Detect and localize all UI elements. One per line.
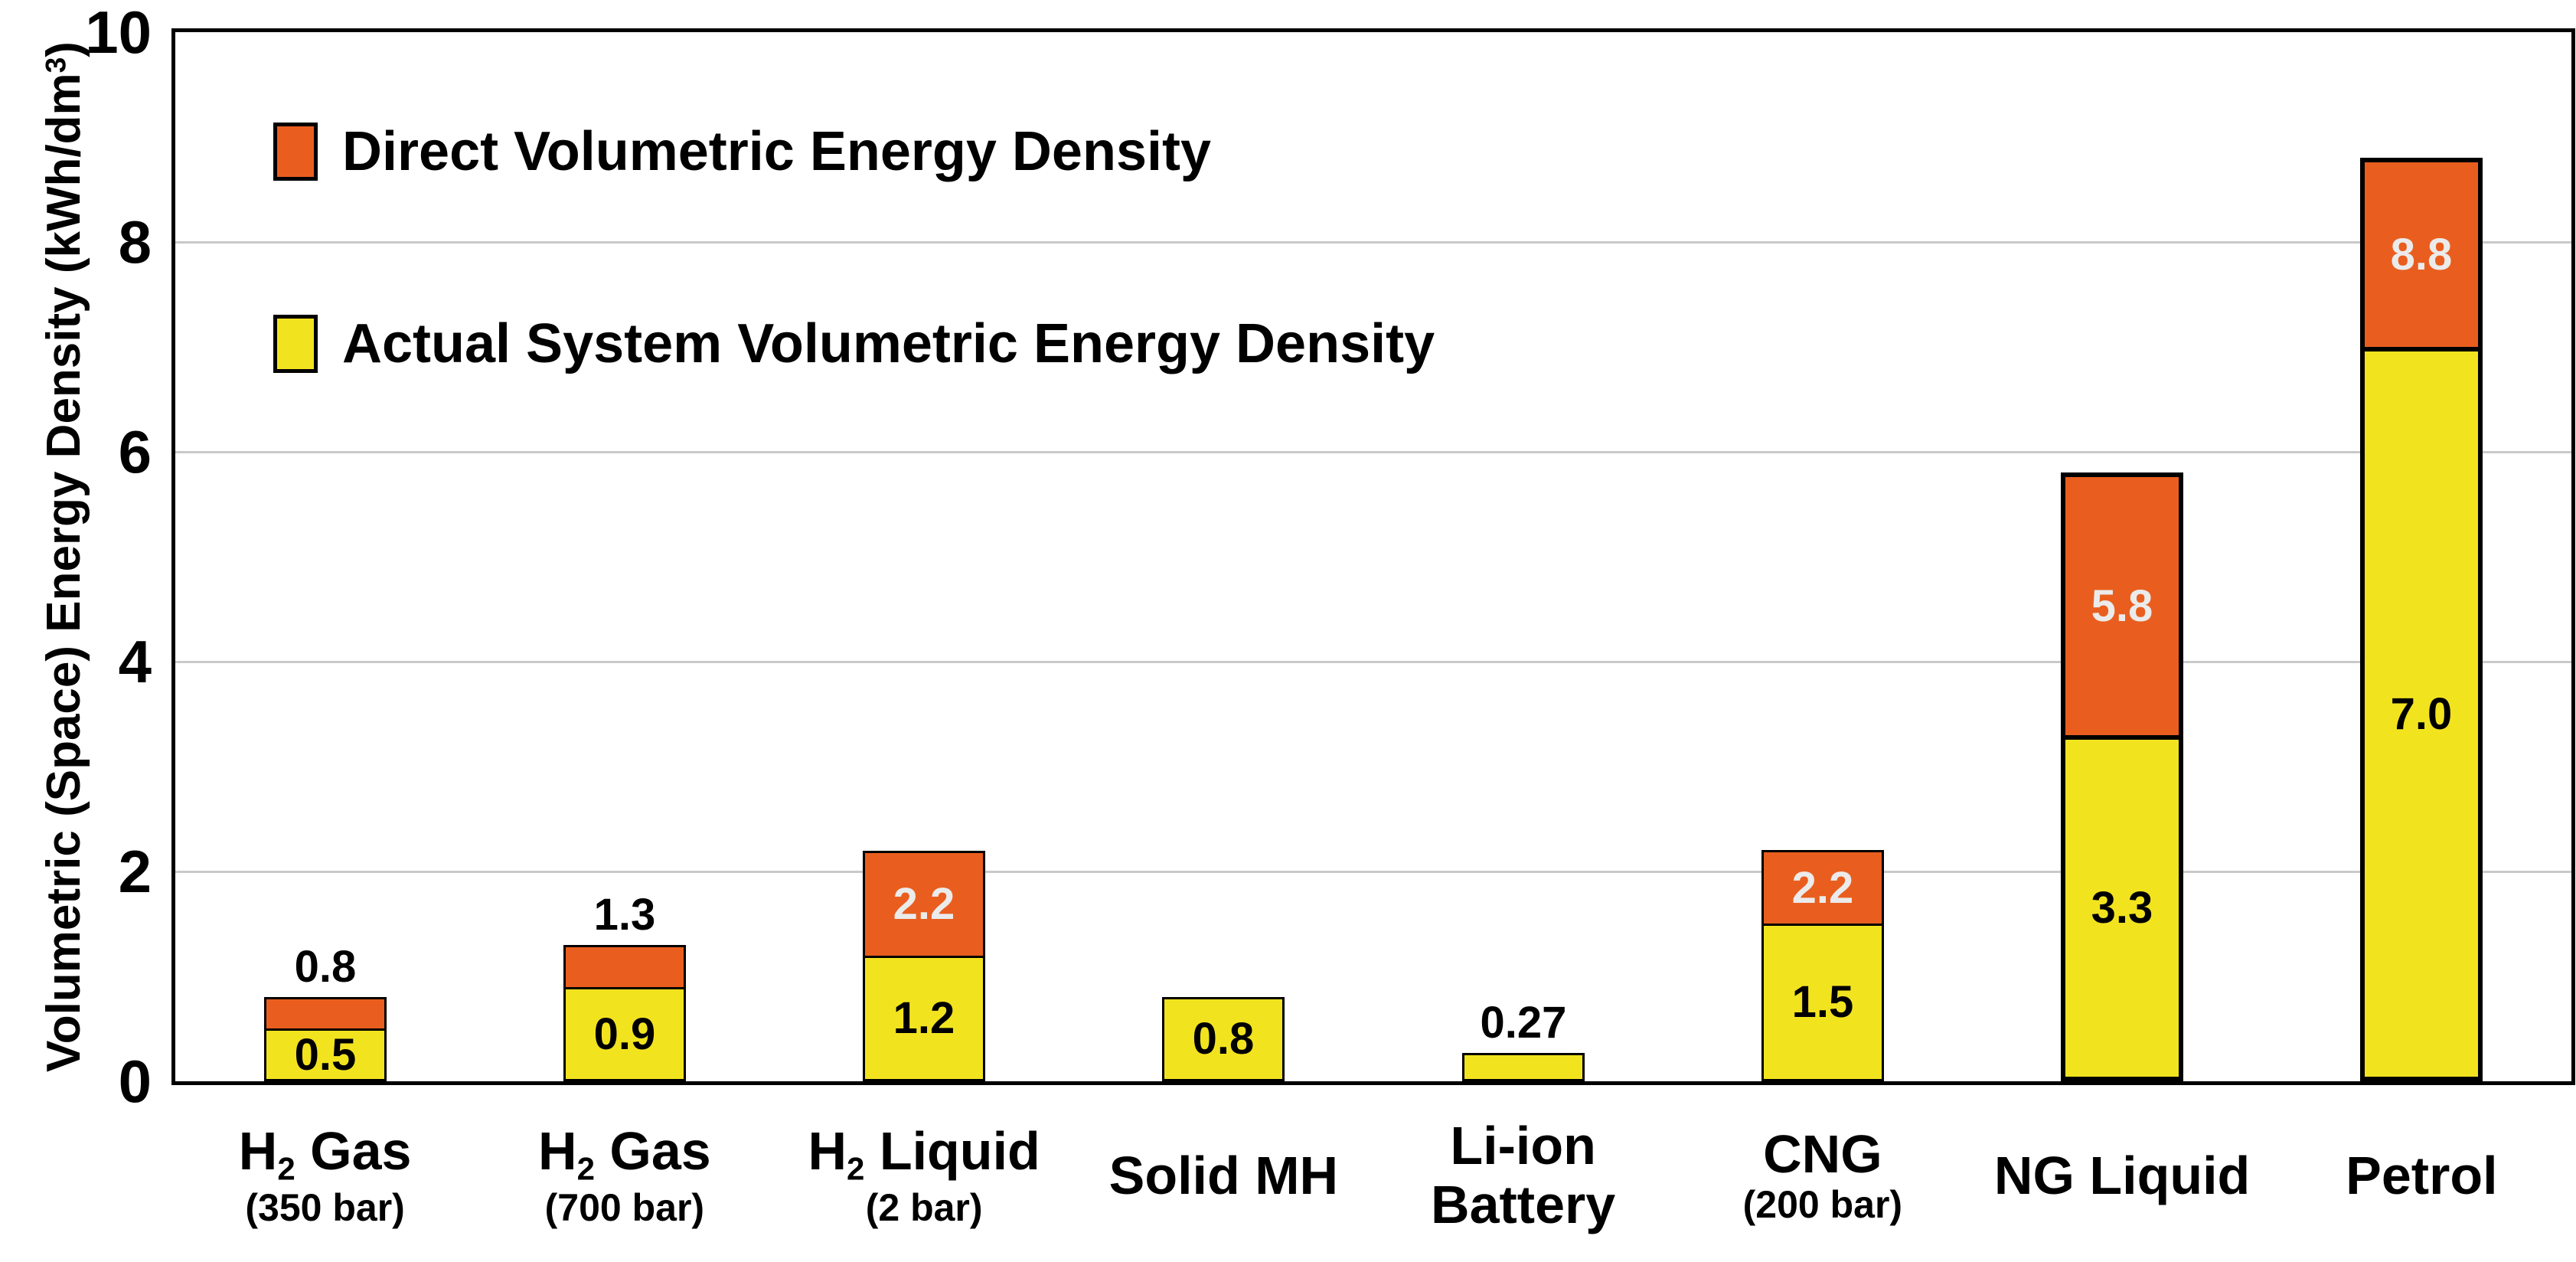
label-text: H: [238, 1121, 278, 1182]
bar-value-label-actual: 0.8: [1192, 1014, 1255, 1064]
label-text: Liquid: [864, 1121, 1040, 1182]
legend-item-direct: Direct Volumetric Energy Density: [273, 123, 1211, 181]
bar-value-label-actual: 0.27: [1480, 998, 1567, 1048]
x-category-line2: (2 bar): [865, 1185, 983, 1229]
x-category-label: H2 Liquid (2 bar): [744, 1095, 1104, 1256]
x-category-label: Petrol: [2241, 1095, 2576, 1256]
x-category-label: Solid MH: [1043, 1095, 1403, 1256]
bar-segment-direct: 8.8: [2360, 158, 2483, 351]
bar-segment-actual: 1.2: [863, 956, 985, 1081]
bar-group: 1.2 2.2: [863, 851, 985, 1081]
y-tick-label: 6: [118, 418, 152, 486]
bar-value-label-direct: 5.8: [2091, 580, 2153, 631]
bar-value-label-actual: 0.5: [294, 1029, 357, 1080]
x-category-line1: CNG: [1763, 1125, 1882, 1184]
bar-group: 0.8: [1162, 997, 1285, 1081]
legend-label-direct: Direct Volumetric Energy Density: [342, 121, 1212, 182]
x-category-line1: Solid MH: [1109, 1146, 1338, 1205]
bar-group: 0.27: [1462, 1001, 1585, 1081]
bar-group: 0.5 0.8: [264, 945, 387, 1081]
gridline: [175, 870, 2571, 873]
bar-segment-direct: [264, 997, 387, 1031]
y-tick-label: 8: [118, 208, 152, 276]
bar-value-label-direct: 0.8: [294, 942, 357, 992]
actual-series-color-swatch: [273, 315, 318, 373]
subscript-text: 2: [576, 1150, 595, 1187]
label-text: Gas: [594, 1121, 711, 1182]
bar-segment-actual: 3.3: [2061, 735, 2183, 1081]
label-text: Petrol: [2346, 1145, 2498, 1205]
x-category-label: CNG (200 bar): [1643, 1095, 2003, 1256]
bar-group: 1.5 2.2: [1761, 850, 1884, 1081]
bar-segment-actual: [1462, 1053, 1585, 1081]
bar-value-label-direct: 2.2: [1791, 862, 1854, 913]
bar-segment-actual: 0.9: [563, 987, 686, 1081]
x-category-line2: Battery: [1431, 1175, 1616, 1234]
x-category-line1: Li-ion: [1450, 1117, 1595, 1175]
direct-series-color-swatch: [273, 123, 318, 181]
label-text: H: [808, 1121, 847, 1182]
x-category-label: H2 Gas (350 bar): [145, 1095, 505, 1256]
bar-value-label-actual: 0.9: [593, 1009, 656, 1059]
y-tick-label: 0: [118, 1048, 152, 1115]
label-text: Gas: [295, 1121, 412, 1182]
x-category-line2: (700 bar): [544, 1185, 705, 1229]
bar-value-label-actual: 1.5: [1791, 977, 1854, 1027]
x-category-line2: (200 bar): [1742, 1183, 1903, 1226]
legend: Direct Volumetric Energy Density Actual …: [175, 32, 2571, 1081]
bar-segment-direct: 2.2: [1761, 850, 1884, 926]
bar-value-label-direct: 8.8: [2390, 229, 2453, 280]
bar-segment-direct: 2.2: [863, 851, 985, 958]
bar-group: 3.3 5.8: [2061, 472, 2183, 1081]
y-tick-label: 4: [118, 628, 152, 695]
bar-group: 7.0 8.8: [2360, 158, 2483, 1081]
bar-segment-actual: 1.5: [1761, 924, 1884, 1081]
label-text: NG Liquid: [1993, 1145, 2251, 1205]
bar-segment-direct: [563, 945, 686, 989]
label-text: H: [538, 1121, 577, 1182]
y-tick-label: 10: [85, 0, 152, 66]
x-category-line1: NG Liquid: [1994, 1146, 2250, 1205]
x-category-line2: (350 bar): [245, 1185, 405, 1229]
y-tick-label: 2: [118, 838, 152, 905]
gridline: [175, 240, 2571, 244]
x-category-label: Li-ion Battery: [1344, 1095, 1703, 1256]
bar-value-label-actual: 3.3: [2091, 883, 2153, 933]
bar-segment-actual: 7.0: [2360, 347, 2483, 1081]
bar-segment-actual: 0.8: [1162, 997, 1285, 1081]
bar-group: 0.9 1.3: [563, 893, 686, 1081]
bar-segment-direct: 5.8: [2061, 472, 2183, 740]
bar-value-label-actual: 1.2: [893, 993, 955, 1043]
x-category-line1: H2 Gas: [239, 1122, 412, 1187]
bar-value-label-actual: 7.0: [2390, 688, 2453, 739]
gridline: [175, 660, 2571, 663]
x-category-line1: Petrol: [2346, 1146, 2497, 1205]
bar-segment-actual: 0.5: [264, 1028, 387, 1081]
legend-label-actual: Actual System Volumetric Energy Density: [342, 313, 1435, 374]
plot-area: Direct Volumetric Energy Density Actual …: [171, 28, 2575, 1085]
x-category-line1: H2 Liquid: [808, 1122, 1040, 1187]
label-text: Solid MH: [1108, 1145, 1339, 1205]
bar-value-label-direct: 1.3: [593, 890, 656, 940]
gridline: [175, 450, 2571, 453]
x-category-line1: H2 Gas: [538, 1122, 711, 1187]
y-axis-title: Volumetric (Space) Energy Density (kWh/d…: [38, 41, 90, 1072]
x-category-label: H2 Gas (700 bar): [445, 1095, 805, 1256]
bar-value-label-direct: 2.2: [893, 879, 955, 929]
label-text: Li-ion: [1450, 1116, 1596, 1175]
legend-item-actual: Actual System Volumetric Energy Density: [273, 315, 1435, 373]
x-category-label: NG Liquid: [1942, 1095, 2302, 1256]
subscript-text: 2: [277, 1150, 295, 1187]
subscript-text: 2: [847, 1150, 865, 1187]
label-text: CNG: [1763, 1124, 1882, 1184]
